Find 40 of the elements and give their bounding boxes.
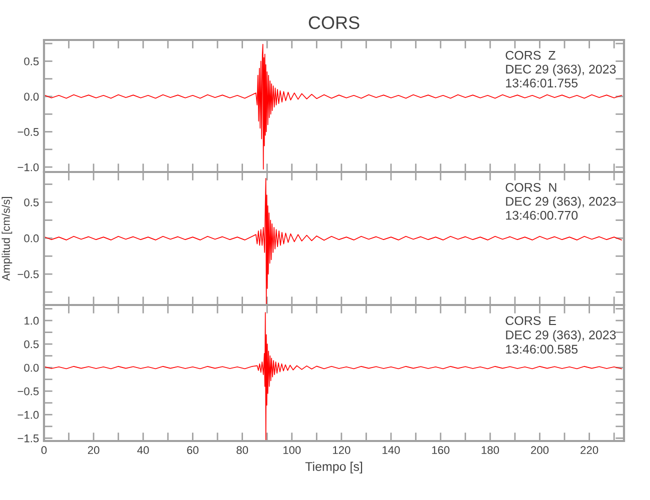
x-tick-label: 0 — [41, 446, 47, 454]
y-tick-label: 1.0 — [24, 316, 39, 325]
y-tick-label: −0.5 — [18, 387, 39, 396]
annotation: DEC 29 (363), 2023 — [506, 330, 616, 342]
x-tick-label: 160 — [432, 446, 450, 454]
x-tick-label: 140 — [382, 446, 400, 454]
line-series — [44, 44, 622, 170]
y-tick-label: 0.0 — [24, 234, 39, 242]
x-tick-label: 60 — [187, 446, 198, 454]
y-tick-label: 0.5 — [24, 340, 39, 348]
y-tick-label: −1.0 — [18, 163, 39, 172]
x-tick-label: 20 — [88, 446, 100, 454]
x-tick-label: 180 — [482, 446, 499, 454]
annotation: DEC 29 (363), 2023 — [506, 64, 616, 76]
annotation: 13:46:01.755 — [506, 78, 578, 88]
line-series — [44, 312, 622, 441]
annotation: 13:46:00.585 — [506, 344, 578, 354]
x-tick-label: 120 — [333, 446, 350, 454]
y-tick-label: −1.5 — [18, 434, 39, 442]
x-axis-title: Tiempo [s] — [305, 462, 362, 474]
annotation: CORS N — [506, 182, 556, 192]
annotation: CORS E — [506, 316, 556, 326]
y-tick-label: −0.5 — [18, 128, 39, 136]
y-tick-label: −1.0 — [18, 410, 39, 419]
x-tick-label: 220 — [580, 446, 598, 454]
x-tick-label: 40 — [137, 446, 149, 454]
x-tick-label: 80 — [236, 446, 248, 454]
annotation: DEC 29 (363), 2023 — [506, 196, 616, 208]
chart-title: CORS — [308, 16, 360, 30]
y-tick-label: 0.5 — [24, 198, 39, 206]
y-tick-label: 0.5 — [24, 57, 39, 66]
y-tick-label: −0.5 — [18, 270, 39, 278]
x-tick-label: 200 — [531, 446, 549, 454]
x-tick-label: 100 — [283, 446, 301, 454]
line-series — [44, 178, 622, 305]
y-tick-label: 0.0 — [24, 92, 39, 101]
y-axis-title: Amplitud [cm/s/s] — [2, 196, 12, 281]
y-tick-label: 0.0 — [24, 364, 39, 372]
annotation: CORS Z — [506, 50, 556, 60]
annotation: 13:46:00.770 — [506, 210, 578, 220]
